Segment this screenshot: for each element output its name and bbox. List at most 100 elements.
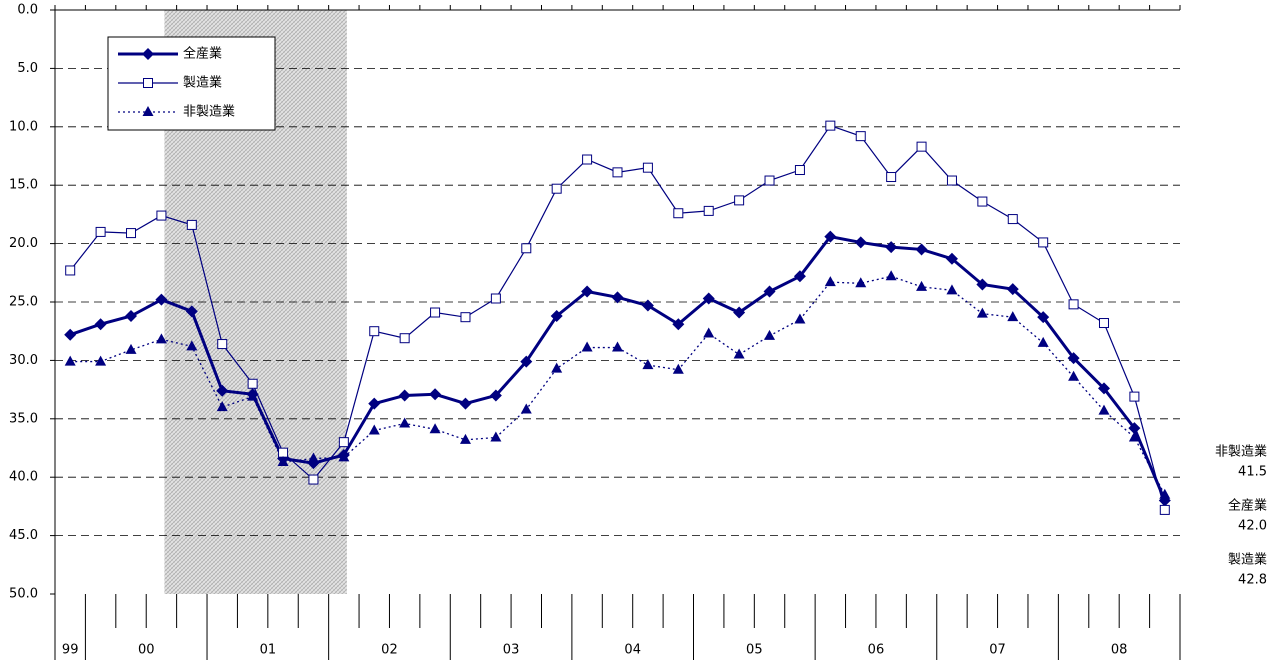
y-tick-label: 10.0 <box>9 119 38 134</box>
point <box>641 299 654 312</box>
point <box>308 474 319 485</box>
point <box>977 196 988 207</box>
point <box>734 195 745 206</box>
point <box>885 241 898 254</box>
point <box>763 285 776 298</box>
point <box>338 451 350 462</box>
point <box>672 318 685 331</box>
point <box>1037 336 1049 347</box>
point <box>459 397 472 410</box>
x-category-label: 01 <box>260 643 277 658</box>
point <box>489 389 502 402</box>
point <box>915 243 928 256</box>
point <box>143 78 153 88</box>
point <box>369 326 380 337</box>
point <box>1037 311 1050 324</box>
point <box>582 154 593 165</box>
point <box>95 355 107 366</box>
point <box>581 341 593 352</box>
point <box>916 280 928 291</box>
point <box>125 310 138 323</box>
point <box>581 285 594 298</box>
point <box>672 363 684 374</box>
point <box>854 236 867 249</box>
y-tick-label: 20.0 <box>9 236 38 251</box>
point <box>1129 391 1140 402</box>
legend-label: 製造業 <box>183 75 222 91</box>
point <box>764 329 776 340</box>
point <box>642 162 653 173</box>
point <box>611 291 624 304</box>
y-tick-label: 15.0 <box>9 178 38 193</box>
point <box>612 341 623 352</box>
point <box>946 175 957 186</box>
point <box>824 276 836 287</box>
point <box>1098 318 1109 329</box>
point <box>247 378 258 389</box>
point <box>703 205 714 216</box>
x-category-label: 07 <box>989 643 1006 658</box>
point <box>885 270 897 281</box>
point <box>490 431 502 442</box>
point <box>1159 504 1170 515</box>
legend-label: 全産業 <box>183 46 222 62</box>
point <box>64 328 77 341</box>
legend-label: 非製造業 <box>183 104 235 120</box>
point <box>1097 382 1110 395</box>
y-tick-label: 25.0 <box>9 295 38 310</box>
point <box>65 265 76 276</box>
point <box>1068 299 1079 310</box>
point <box>307 452 319 463</box>
point <box>399 333 410 344</box>
point <box>185 305 198 318</box>
point <box>612 167 623 178</box>
point <box>490 293 501 304</box>
point <box>430 307 441 318</box>
point <box>155 293 168 306</box>
point <box>825 120 836 131</box>
point <box>1007 311 1019 322</box>
y-tick-label: 50.0 <box>9 587 38 602</box>
point <box>764 175 775 186</box>
point <box>368 424 380 435</box>
x-category-label: 05 <box>746 643 763 658</box>
point <box>399 417 411 428</box>
end-label-name: 非製造業 <box>1215 444 1267 460</box>
point <box>429 423 441 434</box>
point <box>216 401 228 412</box>
point <box>1159 488 1171 499</box>
y-tick-label: 5.0 <box>17 61 38 76</box>
point <box>733 306 746 319</box>
point <box>946 284 958 295</box>
point <box>945 252 958 265</box>
point <box>94 318 107 331</box>
point <box>551 362 563 373</box>
point <box>398 389 411 402</box>
end-label-value: 42.0 <box>1238 519 1267 534</box>
point <box>278 447 289 458</box>
point <box>1038 237 1049 248</box>
end-label-name: 全産業 <box>1228 498 1267 514</box>
x-category-label: 99 <box>62 643 79 658</box>
x-category-label: 04 <box>624 643 641 658</box>
point <box>142 106 154 116</box>
point <box>1128 431 1140 442</box>
point <box>886 172 897 183</box>
point <box>1006 283 1019 296</box>
point <box>550 310 563 323</box>
point <box>976 278 989 291</box>
point <box>460 312 471 323</box>
point <box>855 277 867 288</box>
y-tick-label: 30.0 <box>9 353 38 368</box>
x-category-label: 00 <box>138 643 155 658</box>
point <box>794 165 805 176</box>
point <box>520 403 532 414</box>
point <box>855 131 866 142</box>
point <box>673 208 684 219</box>
x-category-label: 02 <box>381 643 398 658</box>
point <box>976 307 988 318</box>
point <box>702 292 715 305</box>
y-tick-label: 45.0 <box>9 528 38 543</box>
point <box>459 433 471 444</box>
point <box>126 228 137 239</box>
